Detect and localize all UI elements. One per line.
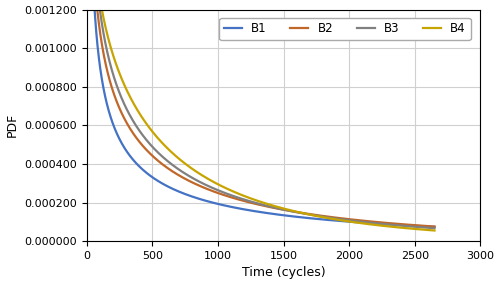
B2	[253, 202, 259, 206]
B2	[422, 224, 428, 228]
B3	[421, 226, 427, 229]
B3	[102, 37, 107, 40]
Line: B1: B1	[86, 0, 434, 227]
B3	[244, 199, 250, 202]
B4	[421, 228, 427, 231]
B4	[253, 198, 259, 202]
B2	[421, 224, 427, 227]
B3	[432, 227, 438, 230]
X-axis label: Time (cycles): Time (cycles)	[242, 266, 326, 280]
B1	[253, 210, 259, 213]
B1	[432, 225, 438, 229]
B1	[244, 208, 250, 211]
B2	[358, 219, 364, 222]
B3	[253, 201, 259, 205]
B2	[102, 57, 107, 60]
B1	[422, 225, 428, 228]
B4	[102, 21, 107, 24]
B2	[432, 225, 438, 228]
Legend: B1, B2, B3, B4: B1, B2, B3, B4	[220, 18, 470, 40]
B3	[422, 226, 428, 229]
B1	[358, 221, 364, 224]
B4	[422, 228, 428, 231]
B2	[244, 200, 250, 203]
B1	[421, 225, 427, 228]
B4	[432, 229, 438, 232]
B1	[102, 91, 107, 95]
B4	[358, 221, 364, 225]
B3	[358, 220, 364, 223]
B4	[244, 195, 250, 199]
Line: B3: B3	[86, 0, 434, 228]
Line: B4: B4	[86, 0, 434, 231]
Line: B2: B2	[86, 0, 434, 227]
Y-axis label: PDF: PDF	[6, 113, 18, 137]
